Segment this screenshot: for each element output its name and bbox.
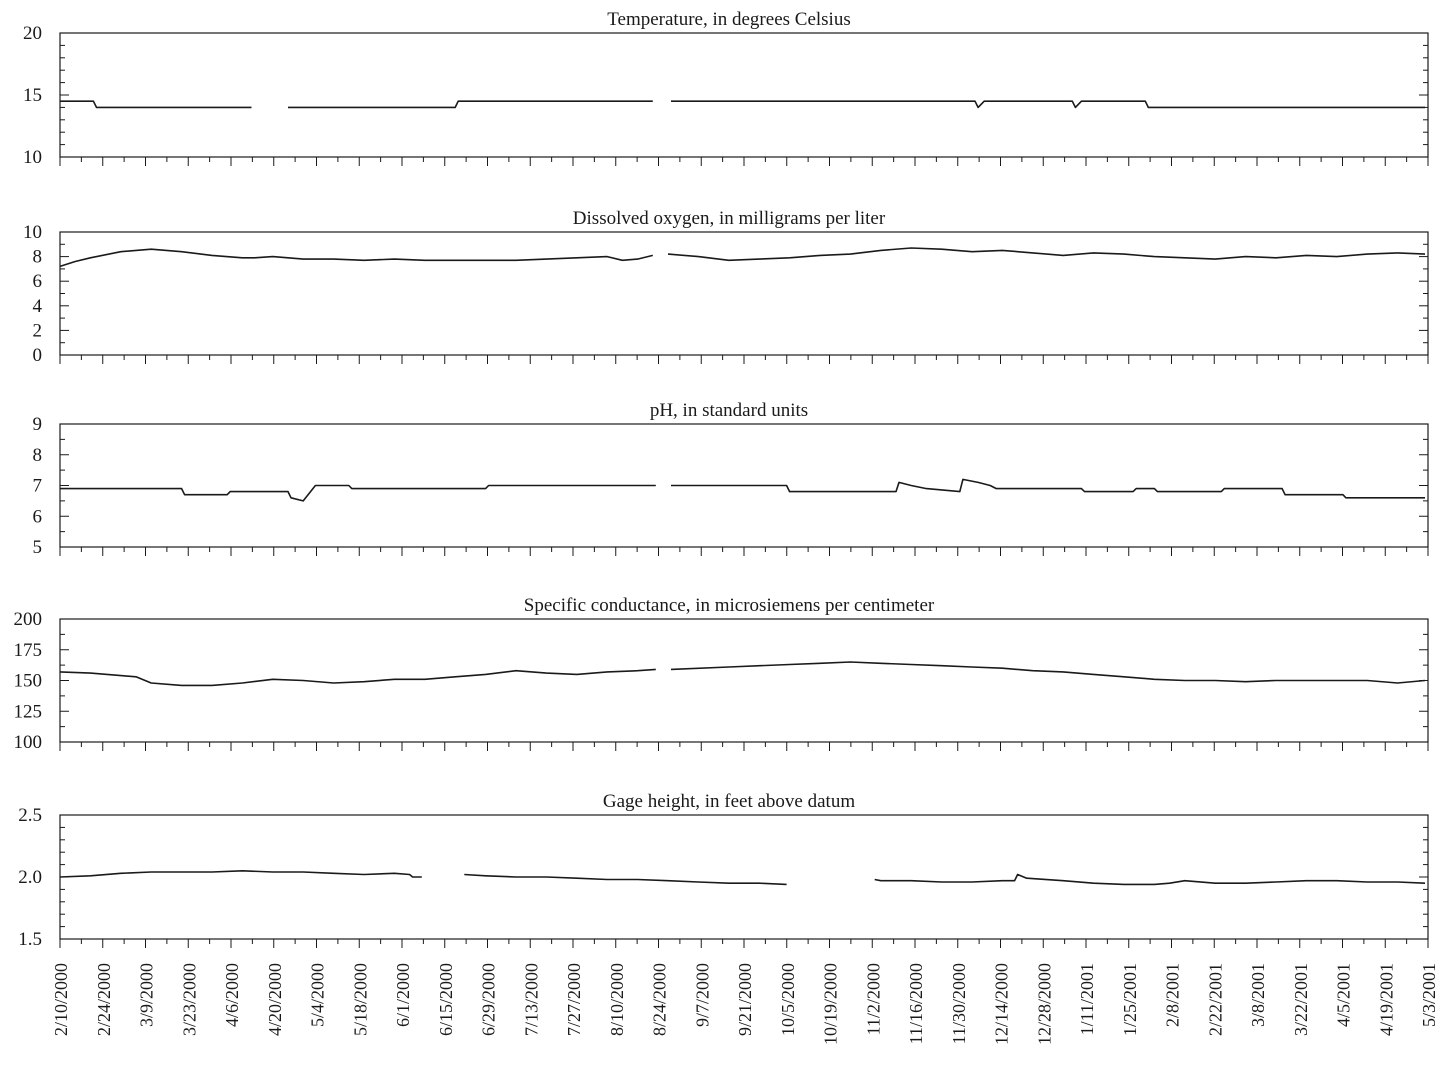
x-tick-label: 1/11/2001 xyxy=(1077,963,1097,1035)
x-tick-label: 4/20/2000 xyxy=(265,963,285,1036)
y-tick-label: 0 xyxy=(33,345,43,366)
chart-title: Specific conductance, in microsiemens pe… xyxy=(524,595,935,616)
y-tick-label: 10 xyxy=(23,222,42,243)
x-tick-label: 4/6/2000 xyxy=(222,963,242,1027)
x-tick-label: 8/10/2000 xyxy=(607,963,627,1036)
data-series-line xyxy=(59,247,1426,268)
y-tick-label: 15 xyxy=(23,85,42,106)
y-tick-label: 9 xyxy=(33,414,43,435)
chart-title: Dissolved oxygen, in milligrams per lite… xyxy=(573,208,886,229)
x-tick-label: 9/7/2000 xyxy=(692,963,712,1027)
plot-frame xyxy=(59,231,1429,356)
chart-title: Gage height, in feet above datum xyxy=(603,791,855,812)
y-tick-label: 10 xyxy=(23,147,42,168)
data-series-line xyxy=(60,100,1425,109)
x-tick-label: 5/18/2000 xyxy=(350,963,370,1036)
y-tick-label: 200 xyxy=(14,609,43,630)
y-tick-label: 150 xyxy=(14,671,43,692)
x-tick-label: 11/16/2000 xyxy=(906,963,926,1044)
x-tick-label: 10/19/2000 xyxy=(821,963,841,1045)
x-tick-label: 4/5/2001 xyxy=(1334,963,1354,1027)
x-tick-label: 6/15/2000 xyxy=(436,963,456,1036)
plot-frame xyxy=(59,32,1429,158)
y-tick-label: 6 xyxy=(33,271,43,292)
x-tick-label: 2/10/2000 xyxy=(51,963,71,1036)
x-tick-label: 6/29/2000 xyxy=(479,963,499,1036)
chart-title: Temperature, in degrees Celsius xyxy=(607,9,850,30)
chart-title: pH, in standard units xyxy=(650,400,808,421)
y-tick-label: 20 xyxy=(23,23,42,44)
x-tick-label: 3/22/2001 xyxy=(1291,963,1311,1036)
x-tick-label: 2/24/2000 xyxy=(94,963,114,1036)
x-tick-label: 3/9/2000 xyxy=(137,963,157,1027)
y-tick-label: 125 xyxy=(14,701,43,722)
data-series-line xyxy=(59,870,1426,886)
x-tick-label: 4/19/2001 xyxy=(1376,963,1396,1036)
x-tick-label: 12/28/2000 xyxy=(1034,963,1054,1045)
x-tick-label: 3/23/2000 xyxy=(179,963,199,1036)
y-tick-label: 8 xyxy=(33,445,43,466)
plot-frame xyxy=(59,814,1429,940)
y-tick-label: 2.5 xyxy=(18,805,42,826)
x-tick-label: 8/24/2000 xyxy=(650,963,670,1036)
x-tick-label: 5/3/2001 xyxy=(1419,963,1439,1027)
x-tick-label: 5/4/2000 xyxy=(308,963,328,1027)
y-tick-label: 8 xyxy=(33,247,43,268)
y-tick-label: 5 xyxy=(33,537,43,558)
y-tick-label: 175 xyxy=(14,640,43,661)
data-series-line xyxy=(60,478,1425,502)
x-tick-label: 2/22/2001 xyxy=(1205,963,1225,1036)
y-tick-label: 100 xyxy=(14,732,43,753)
y-tick-label: 4 xyxy=(33,296,43,317)
y-tick-label: 1.5 xyxy=(18,929,42,950)
y-tick-label: 7 xyxy=(33,476,43,497)
y-tick-label: 6 xyxy=(33,506,43,527)
y-tick-label: 2.0 xyxy=(18,867,42,888)
y-tick-label: 2 xyxy=(33,320,43,341)
x-tick-label: 11/30/2000 xyxy=(949,963,969,1044)
x-tick-label: 2/8/2001 xyxy=(1163,963,1183,1027)
x-tick-label: 3/8/2001 xyxy=(1248,963,1268,1027)
x-tick-label: 9/21/2000 xyxy=(735,963,755,1036)
x-tick-label: 11/2/2000 xyxy=(863,963,883,1035)
data-series-line xyxy=(59,661,1426,687)
x-tick-label: 7/27/2000 xyxy=(564,963,584,1036)
x-tick-label: 10/5/2000 xyxy=(778,963,798,1036)
x-tick-label: 12/14/2000 xyxy=(992,963,1012,1045)
x-tick-label: 1/25/2001 xyxy=(1120,963,1140,1036)
x-tick-label: 6/1/2000 xyxy=(393,963,413,1027)
x-tick-label: 7/13/2000 xyxy=(521,963,541,1036)
